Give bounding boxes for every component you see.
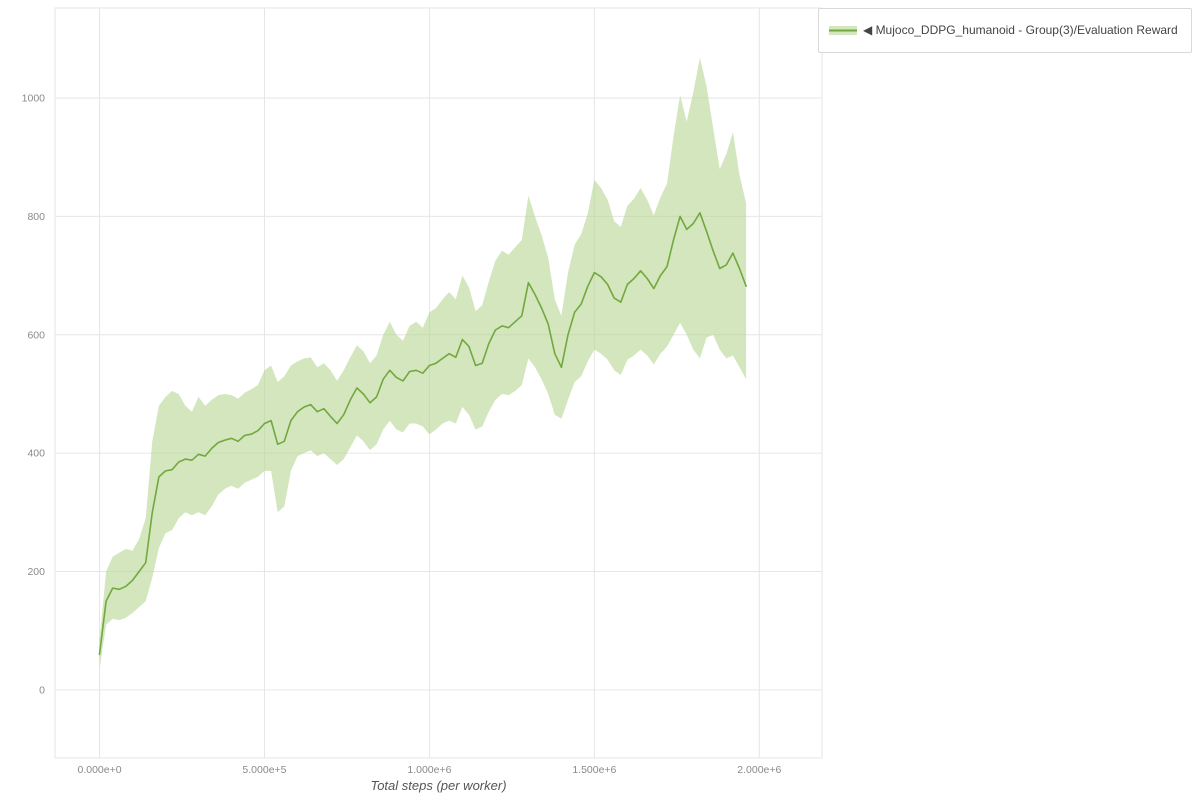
x-tick-label: 0.000e+0 [77, 764, 121, 776]
legend[interactable]: ◀ Mujoco_DDPG_humanoid - Group(3)/Evalua… [818, 8, 1192, 53]
y-tick-label: 200 [27, 566, 45, 578]
x-tick-label: 2.000e+6 [737, 764, 781, 776]
x-tick-label: 1.000e+6 [407, 764, 451, 776]
mean-line [98, 212, 747, 656]
y-tick-label: 400 [27, 448, 45, 460]
legend-label: ◀ Mujoco_DDPG_humanoid - Group(3)/Evalua… [863, 23, 1178, 37]
x-tick-labels: 0.000e+0 5.000e+5 1.000e+6 1.500e+6 2.000e+6 [77, 764, 781, 776]
y-tick-label: 0 [39, 684, 45, 696]
plot-frame [54, 7, 823, 759]
x-tick-label: 5.000e+5 [242, 764, 286, 776]
x-axis-title: Total steps (per worker) [370, 778, 507, 793]
confidence-band [99, 57, 747, 670]
y-tick-label: 600 [27, 329, 45, 341]
y-tick-label: 800 [27, 211, 45, 223]
y-tick-labels: 0 200 400 600 800 1000 [22, 92, 46, 696]
legend-swatch-icon [829, 26, 857, 35]
x-tick-label: 1.500e+6 [572, 764, 616, 776]
y-tick-label: 1000 [22, 92, 46, 104]
